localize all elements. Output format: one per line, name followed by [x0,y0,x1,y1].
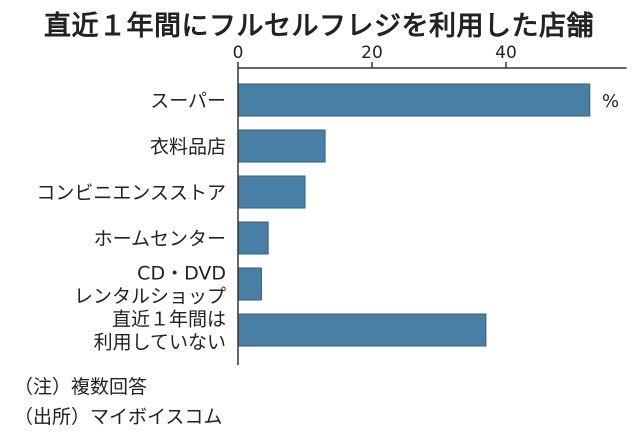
x-tick-label: 20 [361,43,383,63]
category-label: 衣料品店 [150,136,226,158]
bar [237,175,306,209]
category-label: レンタルショップ [74,286,226,308]
chart-title: 直近１年間にフルセルフレジを利用した店舗 [44,11,594,42]
category-label: スーパー [150,90,226,112]
bar [237,83,591,117]
note-multiple-answers: （注）複数回答 [14,376,148,398]
category-label: 利用していない [94,332,226,354]
category-label: コンビニエンスストア [36,182,226,204]
x-axis-ticks: 0 20 40 [233,43,517,68]
category-label: CD・DVD [137,263,226,285]
x-tick-label: 0 [233,43,244,63]
note-source: （出所）マイボイスコム [14,406,223,428]
bar [237,129,326,163]
bar [237,313,487,347]
x-tick-label: 40 [495,43,517,63]
unit-label: % [602,91,619,112]
bar [237,267,262,301]
category-label: ホームセンター [94,228,226,250]
bar [237,221,269,255]
category-label: 直近１年間は [112,309,226,331]
bars [237,83,591,347]
